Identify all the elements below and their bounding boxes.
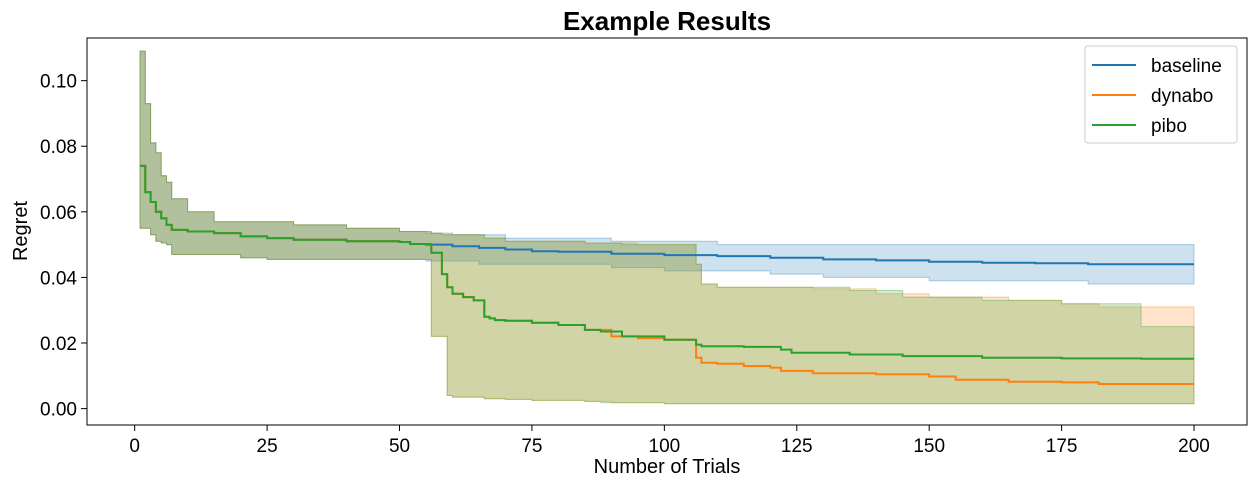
x-tick-label: 0 bbox=[129, 436, 140, 457]
y-tick-label: 0.10 bbox=[40, 72, 77, 93]
y-axis-ticks: 0.00 0.02 0.04 0.06 0.08 0.10 bbox=[40, 72, 87, 421]
x-tick-label: 25 bbox=[257, 436, 278, 457]
plot-frame bbox=[86, 37, 1248, 426]
pibo-line bbox=[140, 164, 1194, 360]
legend-frame bbox=[1084, 45, 1238, 144]
x-axis-ticks: 0 25 50 75 100 125 150 175 200 bbox=[129, 425, 1210, 457]
y-tick-label: 0.04 bbox=[40, 268, 77, 289]
pibo-band bbox=[139, 50, 1195, 405]
x-tick-label: 50 bbox=[389, 436, 410, 457]
y-tick-label: 0.08 bbox=[40, 137, 77, 158]
x-tick-label: 200 bbox=[1178, 436, 1210, 457]
pibo-legend-label: pibo bbox=[1151, 116, 1187, 137]
x-tick-label: 75 bbox=[521, 436, 542, 457]
baseline-legend-label: baseline bbox=[1151, 56, 1222, 77]
y-tick-label: 0.06 bbox=[40, 203, 77, 224]
y-tick-label: 0.02 bbox=[40, 334, 77, 355]
y-tick-label: 0.00 bbox=[40, 400, 77, 421]
dynabo-legend-label: dynabo bbox=[1151, 86, 1213, 107]
x-tick-label: 125 bbox=[781, 436, 813, 457]
chart-title: Example Results bbox=[563, 6, 771, 36]
y-axis-label: Regret bbox=[10, 201, 32, 261]
dynabo-band bbox=[139, 50, 1195, 405]
x-tick-label: 175 bbox=[1046, 436, 1078, 457]
x-tick-label: 150 bbox=[913, 436, 945, 457]
series-lines bbox=[140, 164, 1194, 385]
legend: baseline dynabo pibo bbox=[1084, 45, 1238, 144]
x-tick-label: 100 bbox=[649, 436, 681, 457]
x-axis-label: Number of Trials bbox=[594, 456, 741, 478]
confidence-bands bbox=[139, 50, 1195, 405]
